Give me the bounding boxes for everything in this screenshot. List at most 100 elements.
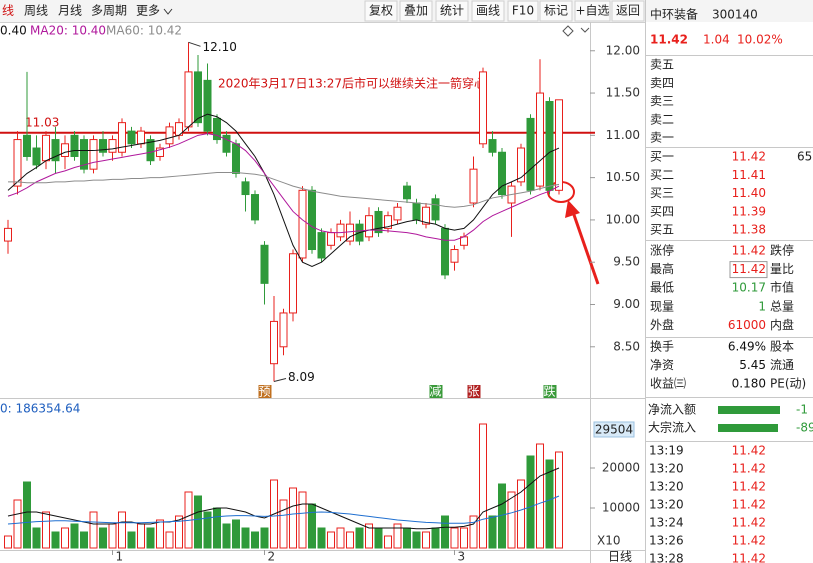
tick-price: 11.42 (732, 444, 766, 458)
stock-name: 中环装备 (650, 7, 698, 22)
toolbar-button-frame[interactable] (539, 0, 573, 22)
ask-label: 卖五 (650, 58, 674, 72)
event-marker[interactable] (467, 385, 481, 398)
candle-body (251, 194, 259, 221)
toolbar-button[interactable]: 月线 (58, 4, 82, 18)
candle-body (4, 227, 12, 242)
dropdown-icon[interactable] (163, 8, 173, 15)
toolbar-button[interactable]: +自选 (575, 4, 609, 18)
volume-bar (374, 527, 383, 549)
stat-label: 最高 (650, 261, 674, 276)
tick-time: 13:20 (649, 498, 684, 512)
candle-body (450, 249, 459, 263)
tick-price: 11.42 (732, 516, 766, 530)
toolbar-button[interactable]: 叠加 (404, 4, 428, 18)
volume-unit: X10 (597, 534, 621, 548)
toolbar-button-frame[interactable] (364, 0, 398, 22)
diamond-icon[interactable] (562, 25, 574, 37)
event-marker[interactable] (543, 385, 557, 398)
volume-bar (403, 527, 411, 549)
volume-bar (241, 527, 250, 549)
volume-bar (89, 511, 98, 549)
event-marker[interactable] (258, 385, 272, 398)
toolbar-button[interactable]: 画线 (476, 4, 500, 18)
ma-line (8, 172, 560, 208)
volume-bar (194, 495, 202, 549)
stock-code: 300140 (712, 8, 758, 22)
toolbar-button[interactable]: 标记 (544, 4, 568, 18)
stat-highlight (729, 261, 768, 279)
flow-bar (718, 406, 780, 414)
toolbar-button-frame[interactable] (611, 0, 645, 22)
candle-body (89, 139, 98, 170)
volume-ma-line (7, 495, 560, 525)
volume-bar (99, 527, 107, 549)
candle-body (32, 147, 41, 166)
volume-bar (507, 491, 516, 549)
volume-bar (289, 487, 297, 549)
candle-body (441, 227, 449, 276)
candle-body (260, 244, 269, 284)
candle-body (346, 223, 354, 242)
candle-body (222, 134, 231, 153)
stat-label: 股本 (770, 340, 794, 354)
volume-bar (488, 515, 497, 549)
toolbar-button[interactable]: 周线 (24, 4, 48, 18)
collapse-icon[interactable] (580, 27, 590, 33)
candle-body (336, 223, 345, 238)
last-price: 11.42 (650, 33, 688, 47)
candle-body (412, 202, 421, 221)
stat-value: 5.45 (739, 358, 766, 372)
y-tick-label: 10000 (602, 501, 640, 515)
bid-price: 11.41 (732, 168, 766, 182)
flow-value: -1 (796, 403, 808, 417)
tick-price: 11.42 (732, 534, 766, 548)
volume-bar (51, 531, 60, 549)
toolbar-button[interactable]: 多周期 (91, 4, 127, 18)
ask-label: 卖一 (650, 131, 674, 145)
toolbar-button-frame[interactable] (471, 0, 505, 22)
period-button[interactable]: 日线 (608, 550, 632, 563)
bid-label: 买一 (650, 150, 674, 164)
tick-price: 11.42 (732, 498, 766, 512)
candle-body (156, 147, 164, 157)
arrow-shaft (571, 211, 600, 285)
legend-entry: MA20: 10.40 (30, 24, 106, 38)
toolbar-button-frame[interactable] (399, 0, 433, 22)
toolbar-button-frame[interactable] (507, 0, 539, 22)
x-tick-label: 3 (458, 550, 466, 563)
event-label: 预 (258, 385, 270, 399)
toolbar-button-frame[interactable] (435, 0, 469, 22)
volume-bar (137, 523, 145, 549)
max-label-box (593, 421, 635, 438)
stat-label: 跌停 (770, 243, 794, 258)
volume-bar (431, 527, 440, 549)
toolbar-button[interactable]: 复权 (369, 4, 393, 18)
toolbar-button[interactable]: 统计 (440, 4, 464, 18)
toolbar-button[interactable]: 返回 (616, 4, 640, 18)
candle-body (80, 139, 88, 170)
event-marker[interactable] (429, 385, 443, 398)
candle-body (61, 143, 69, 157)
candle-body (194, 71, 202, 124)
volume-bar (13, 499, 22, 549)
arrow-head (565, 200, 580, 218)
toolbar-button[interactable]: 线 (2, 4, 14, 18)
stat-label: 外盘 (650, 317, 674, 332)
stat-value: 11.42 (732, 262, 766, 276)
candle-body (279, 312, 288, 348)
volume-bar (127, 531, 136, 549)
volume-bar (108, 523, 117, 549)
volume-bar (61, 527, 69, 549)
volume-bar (222, 523, 231, 549)
volume-bar (479, 423, 487, 549)
bid-price: 11.42 (732, 150, 766, 164)
toolbar-button[interactable]: F10 (512, 4, 534, 18)
toolbar-button-frame[interactable] (574, 0, 611, 22)
candle-body (403, 185, 411, 200)
toolbar-button[interactable]: 更多 (136, 4, 160, 18)
volume-bar (308, 503, 316, 549)
volume-bar (384, 535, 392, 549)
volume-bar (260, 527, 269, 549)
stat-value: 0.180 (732, 377, 766, 391)
